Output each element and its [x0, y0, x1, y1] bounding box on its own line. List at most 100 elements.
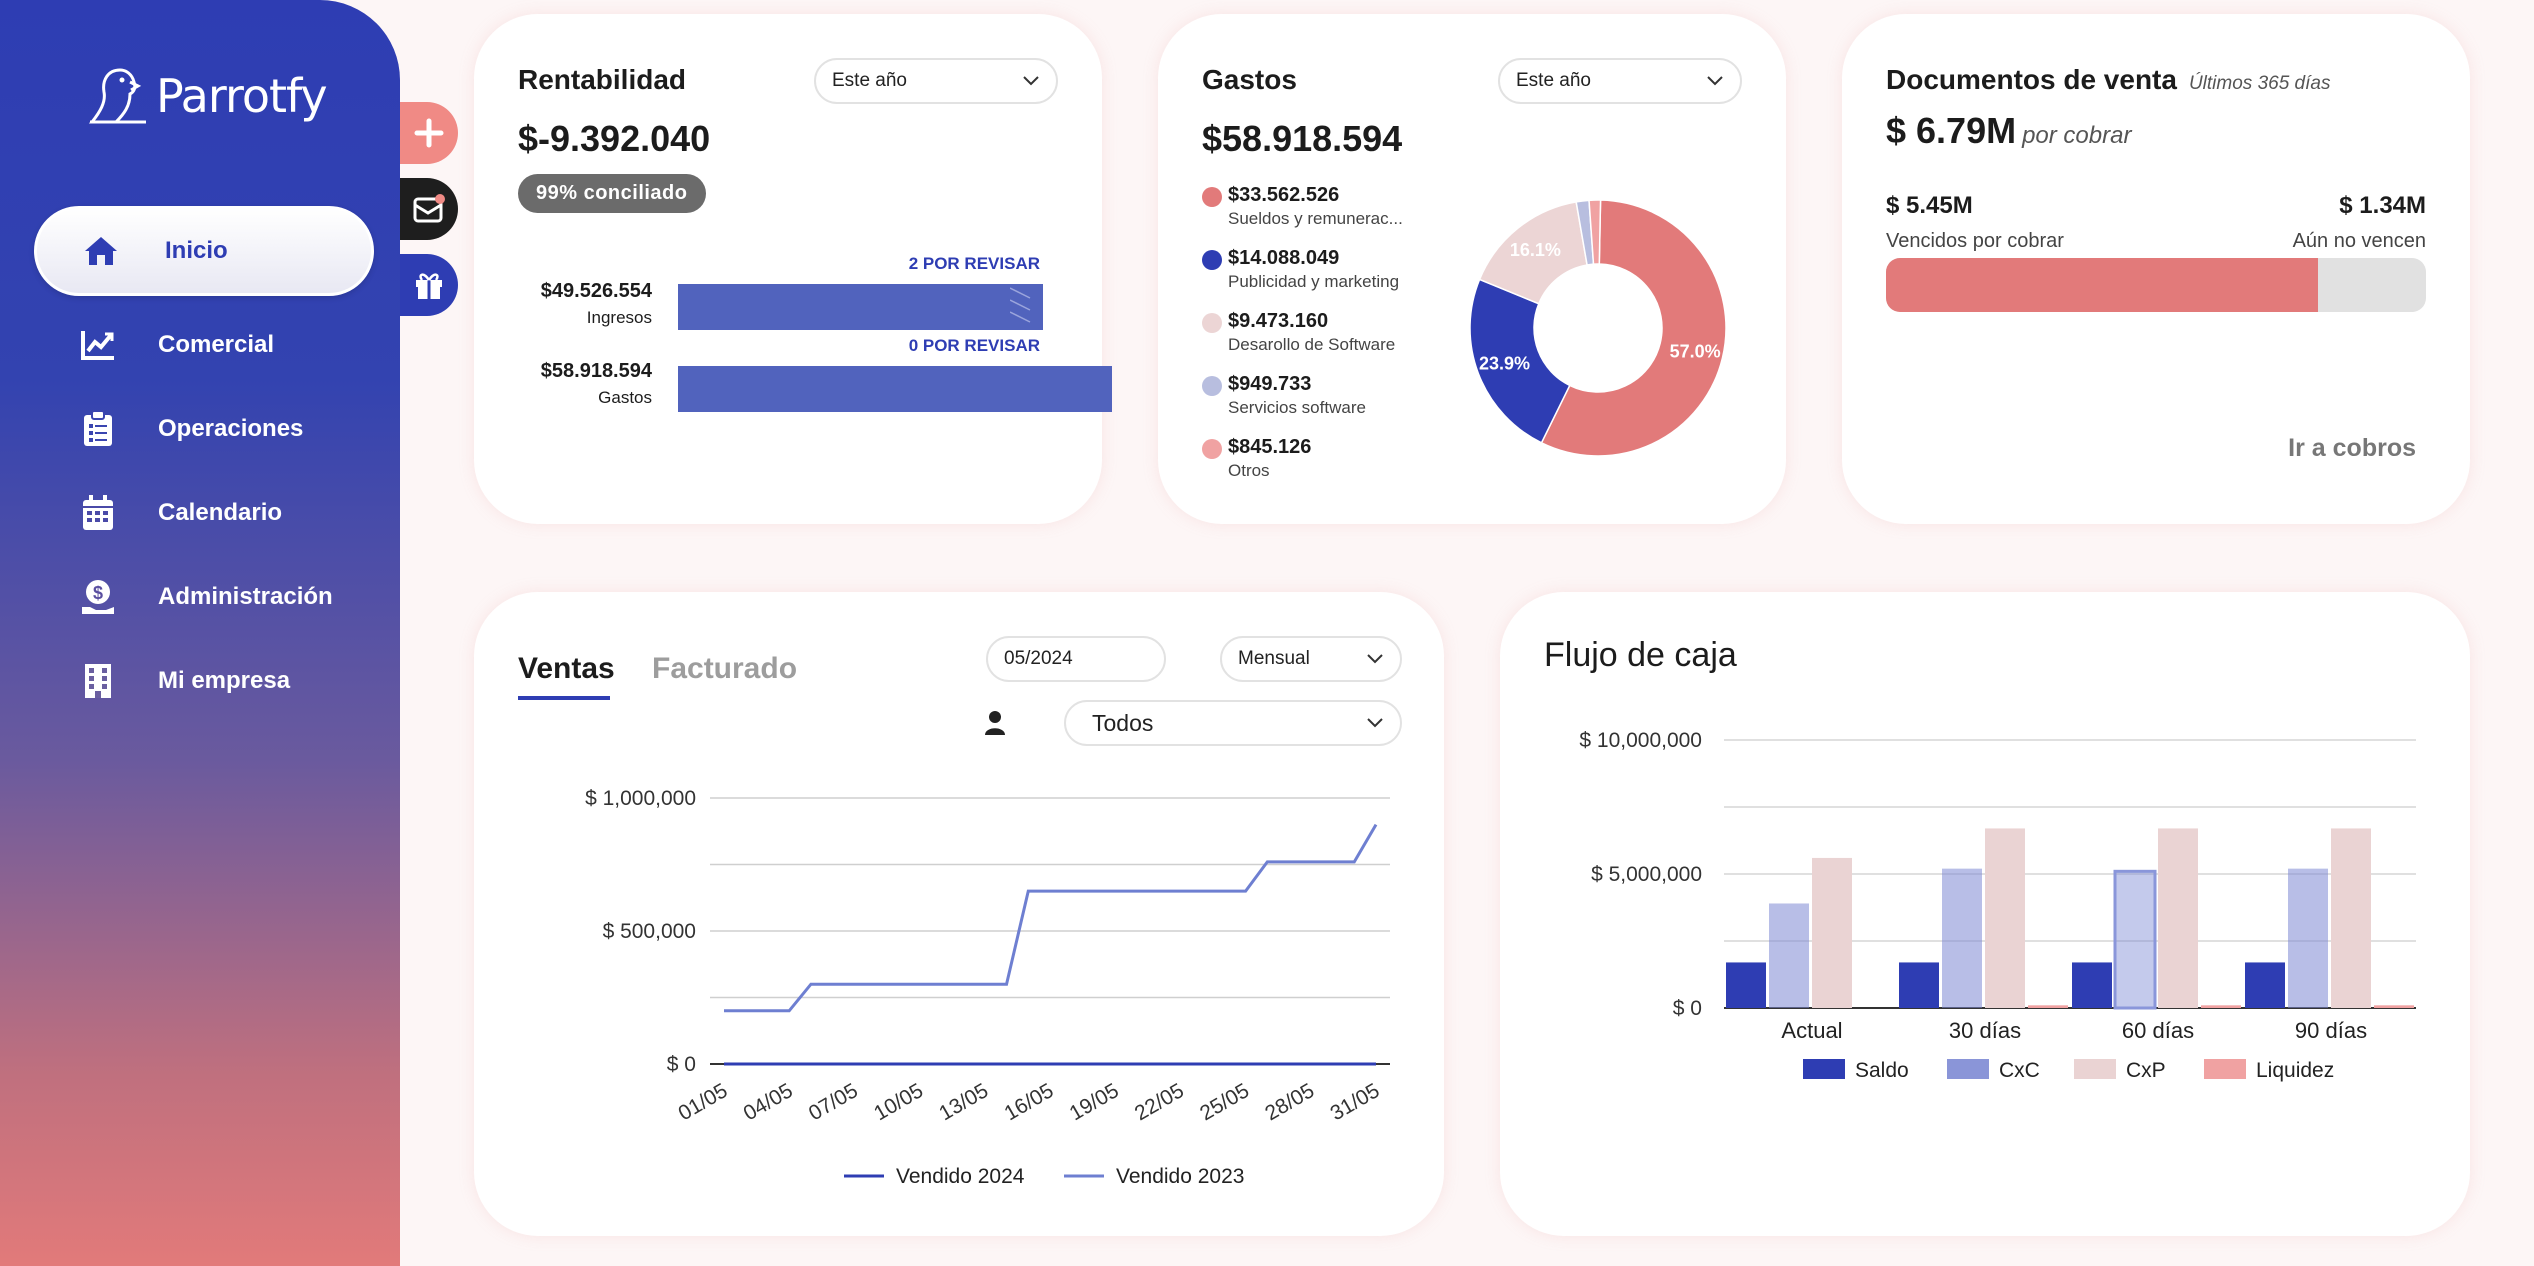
gastos-legend-item[interactable]: $845.126 Otros — [1202, 436, 1311, 481]
select-value: Todos — [1092, 709, 1154, 736]
legend-swatch — [2204, 1059, 2246, 1079]
app-logo[interactable]: Parrotfy — [86, 64, 328, 128]
inbox-button[interactable] — [400, 178, 458, 240]
gastos-legend-item[interactable]: $949.733 Servicios software — [1202, 373, 1366, 418]
chevron-down-icon — [1367, 654, 1383, 664]
bar — [2113, 869, 2157, 1010]
gastos-bar[interactable] — [678, 366, 1112, 412]
gastos-legend-item[interactable]: $9.473.160 Desarollo de Software — [1202, 310, 1395, 355]
flujo-title: Flujo de caja — [1544, 636, 1737, 674]
x-tick-label: 30 días — [1949, 1018, 2021, 1043]
sidebar-item-comercial[interactable]: Comercial — [34, 300, 374, 390]
bar — [1899, 962, 1939, 1008]
bar — [2245, 962, 2285, 1008]
conciliado-badge: 99% conciliado — [518, 174, 706, 213]
ingresos-review-link[interactable]: 2 POR REVISAR — [908, 254, 1040, 273]
gastos-legend-item[interactable]: $33.562.526 Sueldos y remunerac... — [1202, 184, 1403, 229]
legend-label: Servicios software — [1228, 398, 1366, 417]
x-tick-label: 90 días — [2295, 1018, 2367, 1043]
donut-slice-label: 57.0% — [1670, 342, 1721, 362]
legend-value: $14.088.049 — [1228, 247, 1340, 269]
bar — [1942, 868, 1982, 1008]
select-value: Este año — [1516, 70, 1591, 91]
gastos-legend-item[interactable]: $14.088.049 Publicidad y marketing — [1202, 247, 1399, 292]
bar — [1812, 857, 1852, 1008]
documentos-amount-suffix: por cobrar — [2022, 122, 2132, 149]
series-line — [724, 823, 1378, 1013]
bar — [1985, 828, 2025, 1008]
sidebar-item-mi-empresa[interactable]: Mi empresa — [34, 636, 374, 726]
chevron-down-icon — [1023, 76, 1039, 86]
clipboard-icon — [78, 409, 118, 449]
gastos-review-link[interactable]: 0 POR REVISAR — [908, 336, 1040, 355]
documentos-amount: $ 6.79M por cobrar — [1886, 110, 2131, 152]
legend-label: Vendido 2023 — [1116, 1165, 1244, 1188]
y-tick-label: $ 10,000,000 — [1579, 729, 1702, 752]
legend-label: Sueldos y remunerac... — [1228, 209, 1403, 228]
tab-active-indicator — [518, 696, 610, 700]
building-icon — [78, 661, 118, 701]
sidebar-item-operaciones[interactable]: Operaciones — [34, 384, 374, 474]
x-tick-label: 22/05 — [1131, 1079, 1188, 1125]
gastos-period-select[interactable]: Este año — [1498, 58, 1742, 104]
x-tick-label: 19/05 — [1066, 1079, 1123, 1125]
period-select[interactable]: Mensual — [1220, 636, 1402, 682]
legend-label: Publicidad y marketing — [1228, 272, 1400, 291]
vencidos-label: Vencidos por cobrar — [1886, 230, 2064, 252]
bar — [2158, 828, 2198, 1008]
legend-label: Desarollo de Software — [1228, 335, 1396, 354]
inbox-notification-icon — [413, 194, 445, 223]
rentabilidad-period-select[interactable]: Este año — [814, 58, 1058, 104]
documentos-amount-value: $ 6.79M — [1886, 110, 2017, 151]
sidebar: Parrotfy Inicio Comercial Operaciones Ca… — [0, 0, 400, 1266]
y-tick-label: $ 0 — [667, 1053, 696, 1076]
month-input[interactable]: 05/2024 — [986, 636, 1166, 682]
legend-swatch — [2074, 1059, 2116, 1079]
sidebar-item-label: Comercial — [158, 331, 275, 358]
sidebar-item-calendario[interactable]: Calendario — [34, 468, 374, 558]
quick-add-button[interactable] — [400, 102, 458, 164]
sidebar-item-administracion[interactable]: $ Administración — [34, 552, 374, 642]
tab-ventas[interactable]: Ventas — [518, 652, 615, 685]
donut-slice-label: 23.9% — [1479, 353, 1530, 373]
x-tick-label: Actual — [1781, 1018, 1842, 1043]
legend-value: $949.733 — [1228, 373, 1312, 395]
ingresos-bar[interactable] — [678, 284, 1043, 330]
legend-swatch — [1947, 1059, 1989, 1079]
sidebar-item-inicio[interactable]: Inicio — [34, 206, 374, 296]
y-tick-label: $ 1,000,000 — [585, 787, 696, 810]
donut-slice — [1540, 199, 1727, 457]
ventas-line-chart[interactable]: $ 0 $ 500,000 $ 1,000,000 01/05 04/05 07/05 10… — [474, 762, 1444, 1212]
user-icon — [984, 710, 1006, 741]
legend-label: CxP — [2126, 1059, 2166, 1082]
ir-a-cobros-link[interactable]: Ir a cobros — [2288, 434, 2416, 462]
bar — [2374, 1005, 2414, 1008]
x-tick-label: 13/05 — [935, 1079, 992, 1125]
rentabilidad-title: Rentabilidad — [518, 64, 687, 95]
bar — [2072, 962, 2112, 1008]
rentabilidad-amount: $-9.392.040 — [518, 118, 711, 159]
gastos-card: Gastos Este año $58.918.594 $33.562.526 S… — [1158, 14, 1786, 524]
cobros-progress-bar — [1886, 258, 2426, 312]
gastos-title: Gastos — [1202, 64, 1297, 95]
gastos-donut-chart[interactable]: 57.0% 23.9% 16.1% — [1458, 188, 1738, 468]
bar — [2028, 1005, 2068, 1008]
seller-select[interactable]: Todos — [1064, 700, 1402, 746]
parrot-logo-icon — [88, 68, 146, 124]
flujo-bar-chart[interactable]: $ 0 $ 5,000,000 $ 10,000,000 Actual 30 días 6… — [1500, 712, 2470, 1212]
ingresos-label: Ingresos — [586, 308, 652, 327]
no-vencen-value: $ 1.34M — [2339, 192, 2426, 219]
legend-dot — [1202, 250, 1222, 270]
gift-button[interactable] — [400, 254, 458, 316]
bar — [2331, 828, 2371, 1008]
donut-slice — [1588, 199, 1602, 265]
legend-dot — [1202, 439, 1222, 459]
vencidos-value: $ 5.45M — [1886, 192, 1973, 219]
tab-facturado[interactable]: Facturado — [652, 652, 798, 685]
x-tick-label: 25/05 — [1196, 1079, 1253, 1125]
y-tick-label: $ 5,000,000 — [1591, 863, 1702, 886]
chevron-down-icon — [1367, 718, 1383, 728]
calendar-icon — [78, 493, 118, 533]
legend-value: $845.126 — [1228, 436, 1312, 458]
documentos-header: Documentos de venta Últimos 365 días — [1886, 64, 2330, 96]
